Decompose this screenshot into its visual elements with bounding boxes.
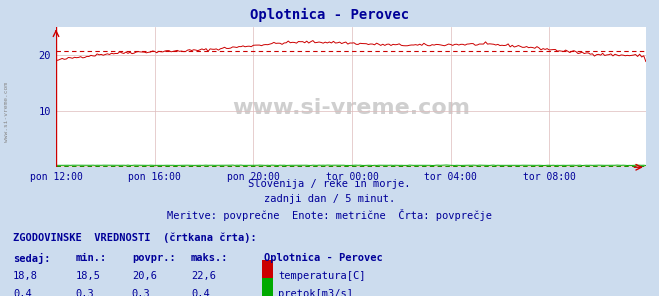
Text: 0,4: 0,4 bbox=[13, 289, 32, 296]
Text: www.si-vreme.com: www.si-vreme.com bbox=[232, 98, 470, 118]
Text: Slovenija / reke in morje.: Slovenija / reke in morje. bbox=[248, 179, 411, 189]
Text: 22,6: 22,6 bbox=[191, 271, 216, 281]
Text: povpr.:: povpr.: bbox=[132, 253, 175, 263]
Text: 18,8: 18,8 bbox=[13, 271, 38, 281]
Text: pretok[m3/s]: pretok[m3/s] bbox=[278, 289, 353, 296]
Text: sedaj:: sedaj: bbox=[13, 253, 51, 264]
Text: Oplotnica - Perovec: Oplotnica - Perovec bbox=[250, 7, 409, 22]
Text: zadnji dan / 5 minut.: zadnji dan / 5 minut. bbox=[264, 194, 395, 204]
Text: 0,4: 0,4 bbox=[191, 289, 210, 296]
Text: Meritve: povprečne  Enote: metrične  Črta: povprečje: Meritve: povprečne Enote: metrične Črta:… bbox=[167, 209, 492, 221]
Text: Oplotnica - Perovec: Oplotnica - Perovec bbox=[264, 253, 382, 263]
Text: ZGODOVINSKE  VREDNOSTI  (črtkana črta):: ZGODOVINSKE VREDNOSTI (črtkana črta): bbox=[13, 232, 257, 243]
Text: 20,6: 20,6 bbox=[132, 271, 157, 281]
Text: www.si-vreme.com: www.si-vreme.com bbox=[4, 83, 9, 142]
Text: 0,3: 0,3 bbox=[132, 289, 150, 296]
Text: temperatura[C]: temperatura[C] bbox=[278, 271, 366, 281]
Text: 0,3: 0,3 bbox=[76, 289, 94, 296]
Text: min.:: min.: bbox=[76, 253, 107, 263]
Text: maks.:: maks.: bbox=[191, 253, 229, 263]
Text: 18,5: 18,5 bbox=[76, 271, 101, 281]
